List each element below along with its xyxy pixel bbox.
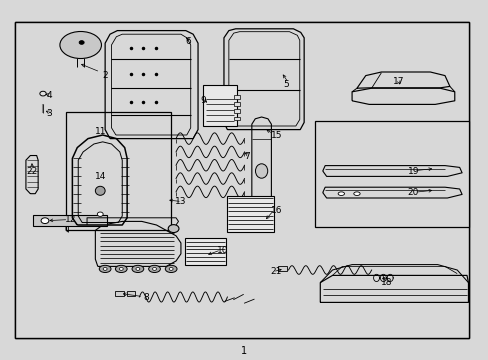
Bar [66, 112, 171, 230]
Bar [234, 109, 240, 113]
Bar [315, 121, 468, 227]
Text: 13: 13 [175, 197, 186, 206]
Ellipse shape [152, 267, 156, 270]
Text: 8: 8 [143, 292, 149, 302]
Bar [126, 291, 135, 296]
Ellipse shape [169, 267, 173, 270]
Ellipse shape [40, 91, 46, 96]
Ellipse shape [148, 265, 160, 273]
Bar [234, 95, 240, 99]
Text: 16: 16 [270, 206, 282, 215]
Ellipse shape [136, 267, 140, 270]
Text: 2: 2 [102, 71, 108, 80]
Text: 4: 4 [46, 91, 52, 100]
Ellipse shape [119, 267, 123, 270]
Bar [115, 291, 124, 296]
Text: 21: 21 [270, 267, 282, 276]
Text: 12: 12 [65, 215, 77, 224]
Ellipse shape [99, 265, 111, 273]
Text: 7: 7 [244, 152, 249, 161]
Ellipse shape [60, 32, 102, 59]
Text: 14: 14 [94, 172, 106, 181]
Ellipse shape [103, 267, 107, 270]
Bar [203, 85, 237, 126]
Text: 1: 1 [241, 346, 247, 356]
Text: 11: 11 [94, 127, 106, 136]
Ellipse shape [95, 186, 105, 195]
Text: 3: 3 [46, 109, 52, 118]
Ellipse shape [338, 192, 344, 195]
Ellipse shape [132, 265, 143, 273]
Text: 15: 15 [270, 131, 282, 140]
Ellipse shape [79, 41, 84, 44]
Ellipse shape [115, 265, 127, 273]
Ellipse shape [97, 212, 103, 216]
Bar [15, 22, 468, 338]
Text: 9: 9 [200, 96, 205, 105]
Text: 5: 5 [283, 80, 288, 89]
Bar [227, 196, 273, 232]
Bar [234, 102, 240, 106]
Ellipse shape [353, 192, 359, 195]
Ellipse shape [165, 265, 177, 273]
Bar [33, 215, 106, 226]
Ellipse shape [255, 164, 267, 178]
Text: 17: 17 [392, 77, 404, 86]
Text: 19: 19 [407, 166, 418, 176]
Text: 22: 22 [26, 166, 38, 176]
Text: 18: 18 [380, 278, 391, 287]
Ellipse shape [168, 225, 179, 233]
Text: 20: 20 [407, 188, 418, 197]
Bar [184, 238, 226, 265]
Text: 10: 10 [216, 246, 228, 255]
Bar [278, 266, 286, 271]
Bar [234, 117, 240, 120]
Ellipse shape [41, 218, 49, 224]
Bar [15, 22, 468, 338]
Text: 6: 6 [185, 37, 191, 46]
